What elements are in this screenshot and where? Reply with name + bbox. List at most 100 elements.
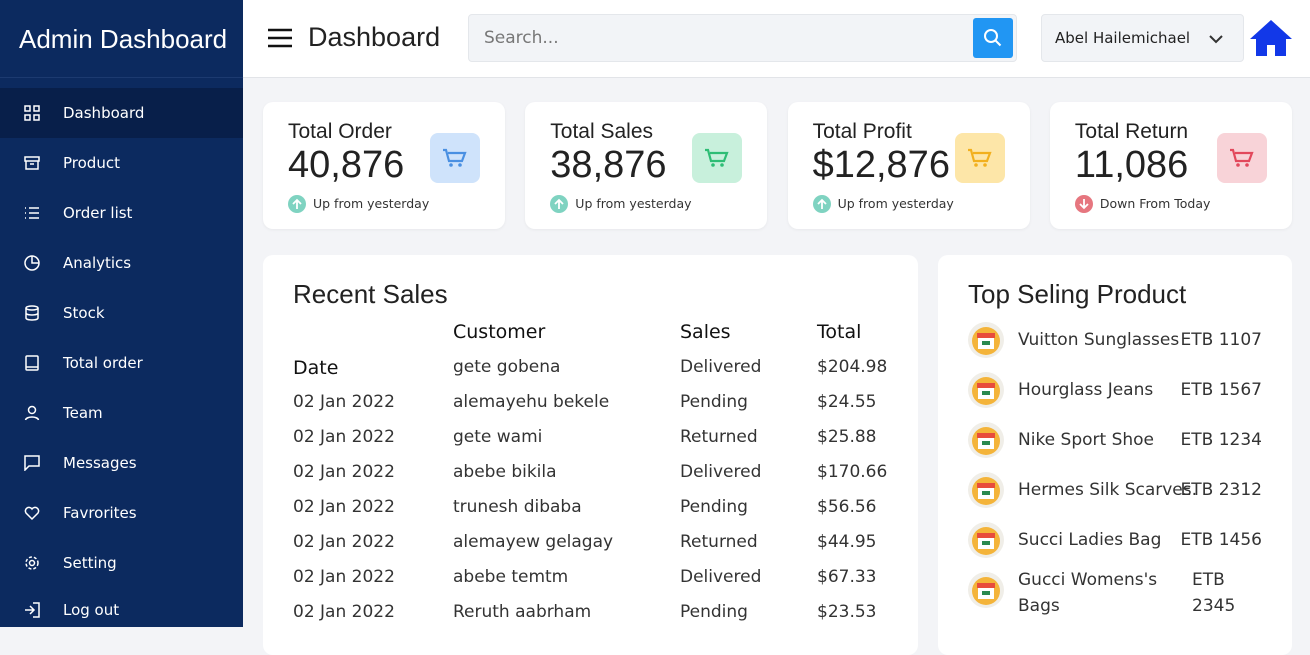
stat-card: Total Profit $12,876 Up from yesterday [787,102,1030,229]
product-avatar [968,322,1004,358]
card-note: Down From Today [1099,196,1211,211]
table-cell: $56.56 [817,497,877,517]
card-label: Total Return [1074,120,1189,143]
nav-item[interactable]: Product [0,138,243,188]
nav-item[interactable]: Setting [0,538,243,588]
search-button[interactable] [973,18,1013,58]
nav-icon [24,506,40,521]
card-note: Up from yesterday [575,196,692,211]
stat-card: Total Order 40,876 Up from yesterday [263,102,505,229]
nav-icon [24,156,40,170]
table-cell: Reruth aabrham [453,602,592,622]
card-label: Total Profit [812,120,912,143]
table-cell: $23.53 [817,602,877,622]
product-price: ETB 1567 [1180,380,1262,400]
card-value: $12,876 [812,144,950,186]
nav-item[interactable]: Stock [0,288,243,338]
top-products-panel: Top Seling Product Vuitton Sunglasses ETB… [938,255,1292,655]
product-price: ETB 1456 [1180,530,1262,550]
card-icon [692,133,743,183]
card-value: 11,086 [1074,144,1189,186]
stat-card: Total Sales 38,876 Up from yesterday [525,102,768,229]
table-cell: alemayew gelagay [453,532,614,552]
table-cell: Pending [680,392,748,412]
table-cell: 02 Jan 2022 [293,497,395,517]
table-cell: $204.98 [817,357,888,377]
search-box[interactable]: Search... [468,14,1017,62]
card-label: Total Sales [550,120,654,143]
table-cell: 02 Jan 2022 [293,462,395,482]
panel-title: Top Seling Product [968,279,1187,309]
table-cell: Pending [680,602,748,622]
table-cell: 02 Jan 2022 [293,427,395,447]
table-cell: trunesh dibaba [453,497,582,517]
nav-item[interactable]: Total order [0,338,243,388]
column-header: Sales [680,321,731,343]
card-value: 38,876 [550,144,667,186]
table-cell: 02 Jan 2022 [293,532,395,552]
card-value: 40,876 [288,144,405,186]
trend-icon [812,195,831,213]
nav-item[interactable]: Messages [0,438,243,488]
user-menu[interactable]: Abel Hailemichael [1041,14,1244,62]
nav-icon [25,556,39,570]
column-header: Date [293,357,339,379]
brand: Admin Dashboard [0,0,243,78]
table-cell: Delivered [680,357,762,377]
menu-button[interactable] [268,28,292,48]
column-header: Total [817,321,862,343]
nav-icon [25,355,39,371]
recent-sales-panel: Recent Sales Customer Sales Total Date gete … [263,255,918,655]
table-cell: alemayehu bekele [453,392,610,412]
product-avatar [968,372,1004,408]
nav-item[interactable]: Team [0,388,243,438]
table-cell: $170.66 [817,462,888,482]
nav-icon [24,105,40,121]
page-title: Dashboard [308,22,441,52]
table-cell: $25.88 [817,427,877,447]
card-note: Up from yesterday [313,196,430,211]
nav-icon [24,405,40,421]
home-icon[interactable] [1248,18,1294,58]
table-cell: abebe temtm [453,567,569,587]
table-cell: gete wami [453,427,543,447]
product-avatar [968,422,1004,458]
nav-item[interactable]: Dashboard [0,88,243,138]
product-price: ETB 1234 [1180,430,1262,450]
table-cell: Delivered [680,567,762,587]
topbar: Dashboard Search... Abel Hailemichael [243,0,1310,78]
table-cell: $44.95 [817,532,877,552]
product-avatar [968,522,1004,558]
sidebar: Admin Dashboard Dashboard Product Order li… [0,0,243,627]
nav-icon [25,305,39,321]
product-name: Vuitton Sunglasses [1018,330,1180,350]
nav-item[interactable]: Analytics [0,238,243,288]
table-cell: 02 Jan 2022 [293,567,395,587]
column-header: Customer [453,321,546,343]
table-cell: Returned [680,427,758,447]
trend-icon [1074,195,1093,213]
card-icon [954,133,1005,183]
table-cell: $67.33 [817,567,877,587]
product-price: ETB 1107 [1180,330,1262,350]
table-cell: 02 Jan 2022 [293,392,395,412]
nav-item[interactable]: Log out [0,585,243,635]
table-cell: Pending [680,497,748,517]
table-cell: $24.55 [817,392,877,412]
product-name: Hourglass Jeans [1018,380,1154,400]
nav-item[interactable]: Order list [0,188,243,238]
product-name: Nike Sport Shoe [1018,430,1155,450]
product-name: Hermes Silk Scarves. [1018,480,1198,500]
card-icon [430,133,480,183]
table-cell: 02 Jan 2022 [293,602,395,622]
nav-icon [25,602,40,618]
table-cell: gete gobena [453,357,561,377]
product-name: Succi Ladies Bag [1018,530,1162,550]
table-cell: abebe bikila [453,462,557,482]
stat-card: Total Return 11,086 Down From Today [1049,102,1292,229]
nav-item[interactable]: Favrorites [0,488,243,538]
card-label: Total Order [288,120,392,143]
nav-icon [25,207,39,219]
product-price: ETB 2345 [1192,570,1236,616]
